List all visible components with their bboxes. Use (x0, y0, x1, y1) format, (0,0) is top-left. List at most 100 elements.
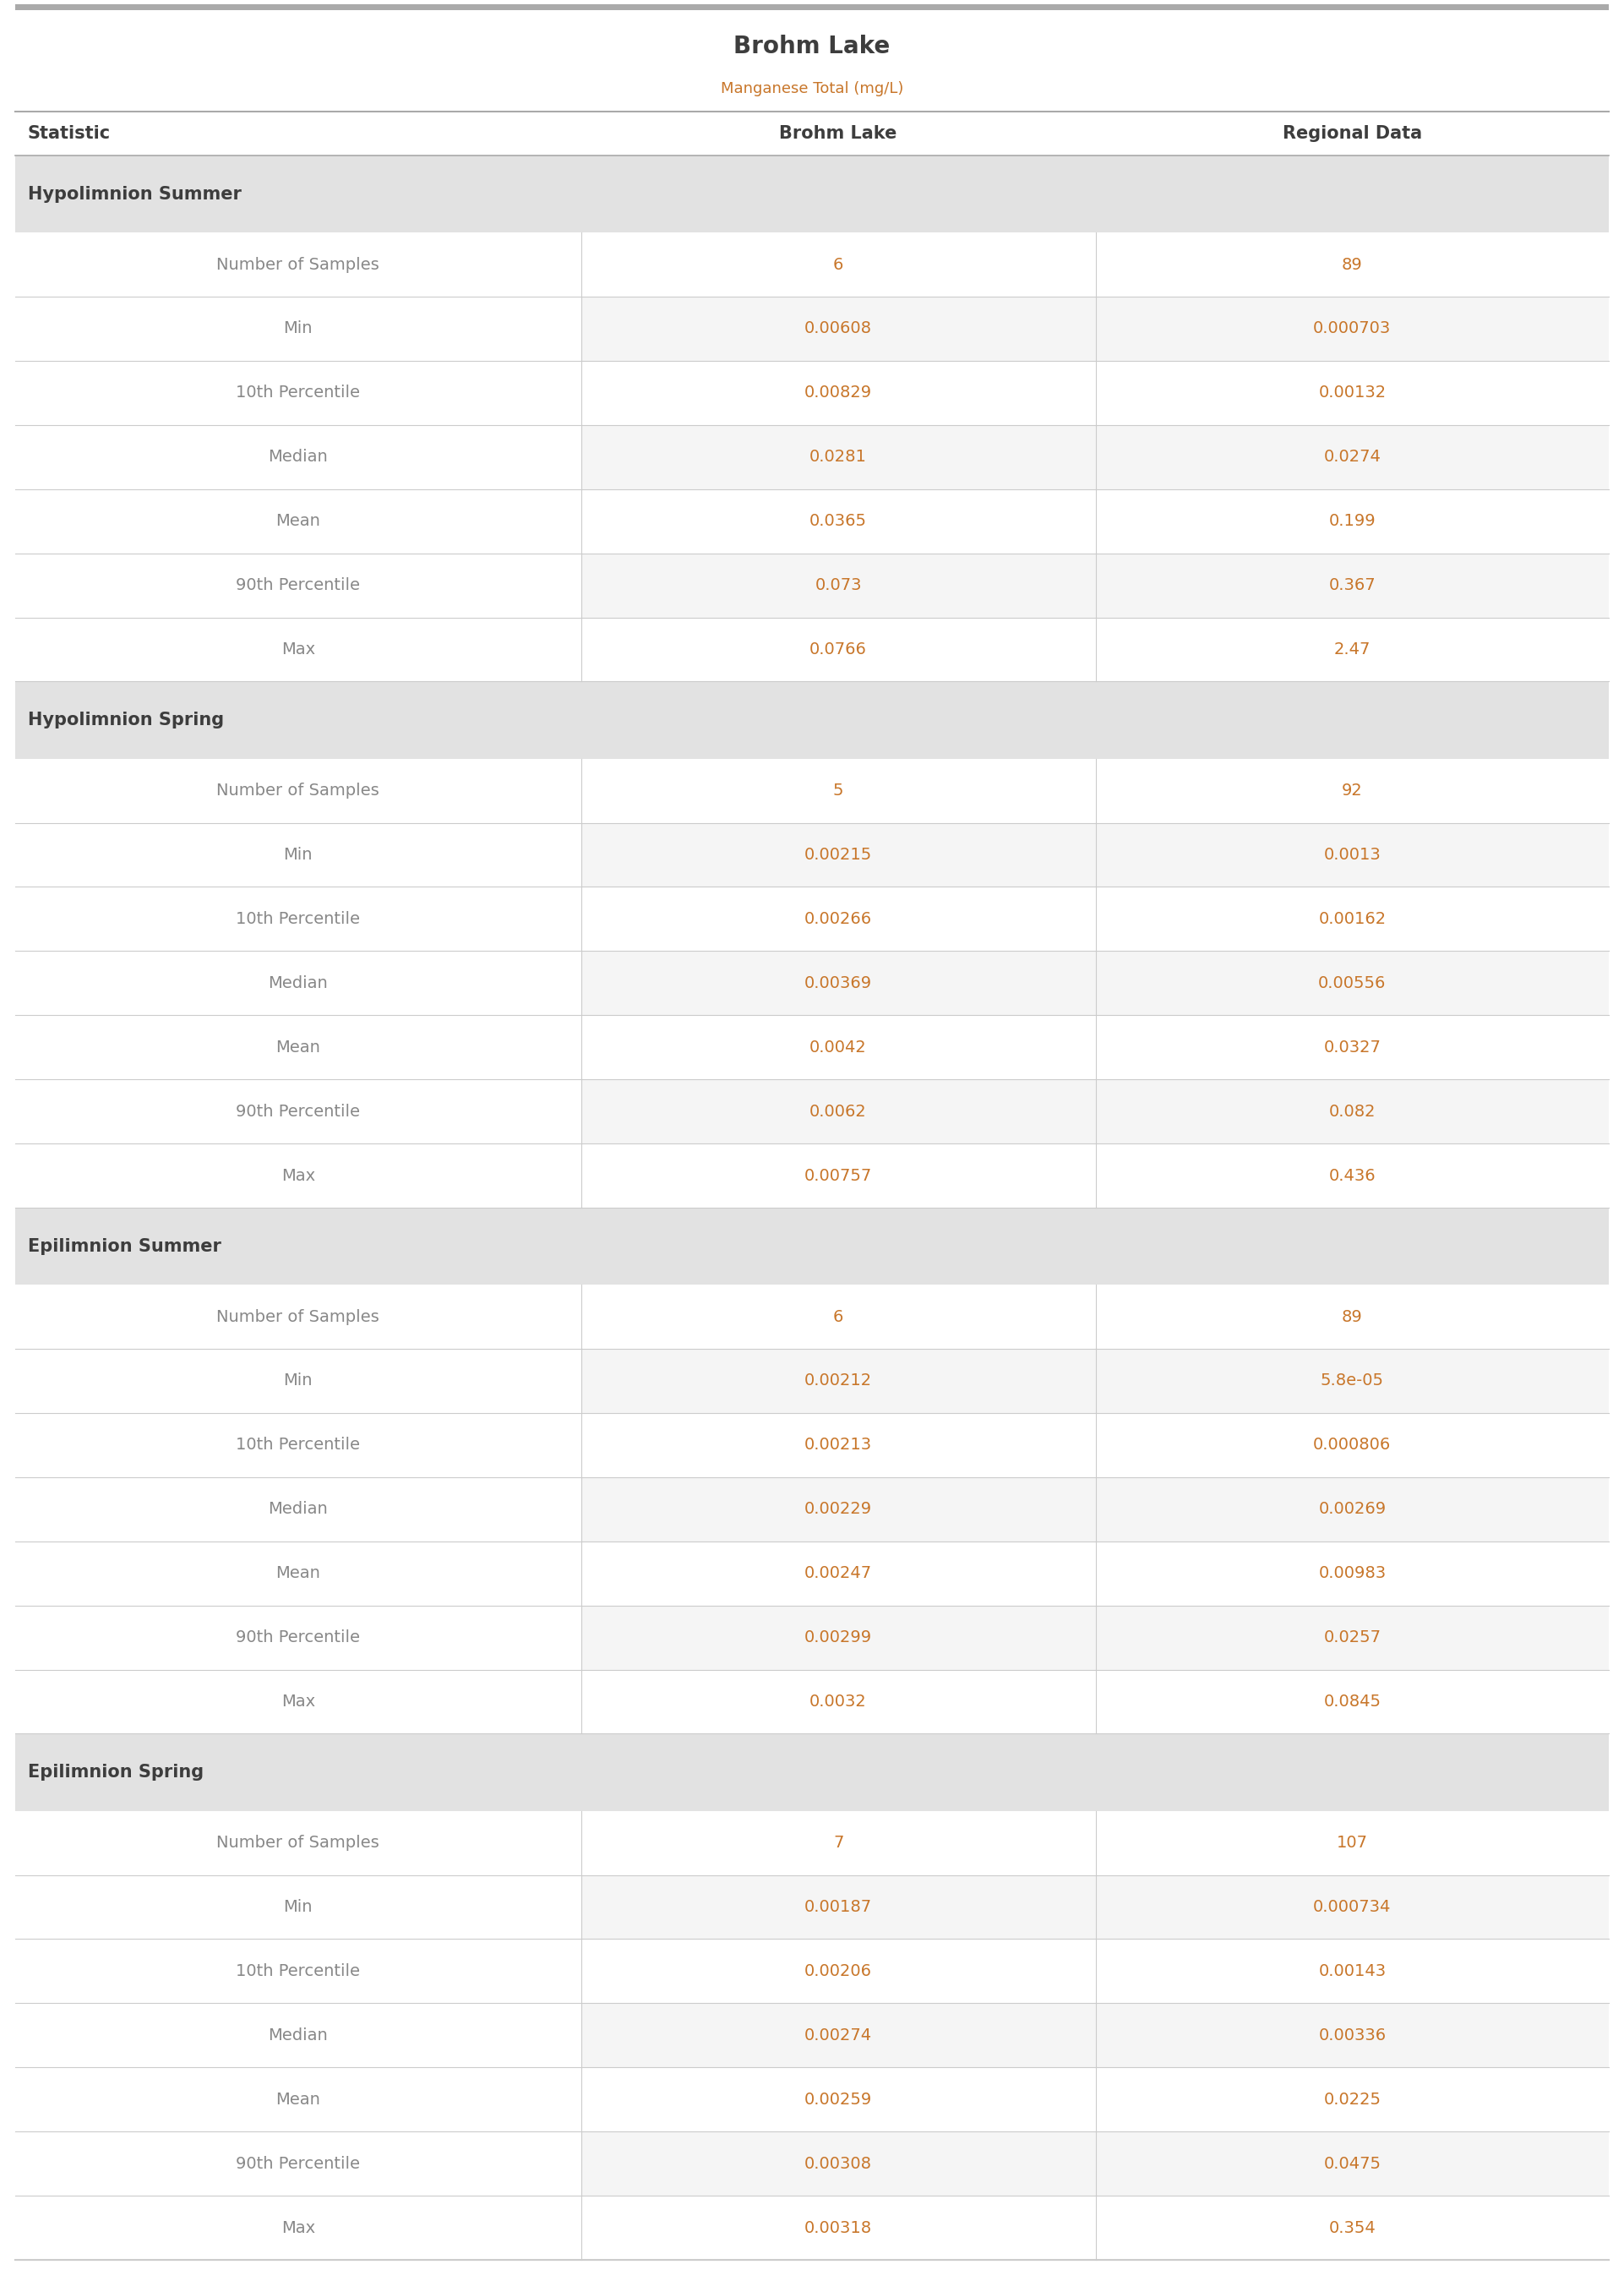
Text: 5: 5 (833, 783, 843, 799)
Text: 0.00212: 0.00212 (804, 1373, 872, 1389)
Text: 0.0032: 0.0032 (810, 1693, 867, 1709)
Text: Statistic: Statistic (28, 125, 110, 143)
Text: 0.0281: 0.0281 (810, 449, 867, 465)
Text: 0.0845: 0.0845 (1324, 1693, 1380, 1709)
Bar (581, 424, 1609, 488)
Text: 0.0365: 0.0365 (810, 513, 867, 529)
Text: 7: 7 (833, 1834, 843, 1850)
Text: 0.00143: 0.00143 (1319, 1964, 1385, 1979)
Text: 0.00556: 0.00556 (1319, 976, 1387, 992)
Text: 0.0274: 0.0274 (1324, 449, 1380, 465)
Text: 0.00269: 0.00269 (1319, 1500, 1385, 1516)
Text: Median: Median (268, 2027, 328, 2043)
Text: 0.00259: 0.00259 (804, 2091, 872, 2107)
Text: Max: Max (281, 642, 315, 658)
Text: 0.0062: 0.0062 (810, 1103, 867, 1119)
Bar (581, 951, 1609, 1015)
Text: 0.00318: 0.00318 (804, 2220, 872, 2236)
Text: 0.00187: 0.00187 (804, 1900, 872, 1916)
Text: 5.8e-05: 5.8e-05 (1320, 1373, 1384, 1389)
Text: Brohm Lake: Brohm Lake (734, 34, 890, 59)
Text: 6: 6 (833, 1310, 843, 1326)
Text: 0.000734: 0.000734 (1314, 1900, 1392, 1916)
Text: 0.00274: 0.00274 (804, 2027, 872, 2043)
Text: 0.00247: 0.00247 (804, 1566, 872, 1582)
Text: Mean: Mean (276, 1040, 320, 1056)
Text: Hypolimnion Summer: Hypolimnion Summer (28, 186, 242, 202)
Text: Number of Samples: Number of Samples (216, 1834, 380, 1850)
Text: Hypolimnion Spring: Hypolimnion Spring (28, 711, 224, 729)
Text: 0.00336: 0.00336 (1319, 2027, 1385, 2043)
Text: 0.00608: 0.00608 (804, 320, 872, 336)
Text: Brohm Lake: Brohm Lake (780, 125, 896, 143)
Text: 90th Percentile: 90th Percentile (235, 577, 361, 592)
Text: Median: Median (268, 1500, 328, 1516)
Text: Epilimnion Summer: Epilimnion Summer (28, 1237, 221, 1255)
Text: Min: Min (284, 1373, 313, 1389)
Text: 0.082: 0.082 (1328, 1103, 1376, 1119)
Text: 0.354: 0.354 (1328, 2220, 1376, 2236)
Text: 107: 107 (1337, 1834, 1367, 1850)
Text: 0.00757: 0.00757 (804, 1167, 872, 1183)
Text: 0.000806: 0.000806 (1314, 1437, 1392, 1453)
Text: 0.0042: 0.0042 (810, 1040, 867, 1056)
Text: Max: Max (281, 2220, 315, 2236)
Text: 0.00215: 0.00215 (804, 847, 872, 863)
Text: 0.00829: 0.00829 (804, 386, 872, 402)
Text: 0.00369: 0.00369 (804, 976, 872, 992)
Text: 10th Percentile: 10th Percentile (235, 910, 361, 926)
Text: 10th Percentile: 10th Percentile (235, 1964, 361, 1979)
Text: 6: 6 (833, 257, 843, 272)
Text: 0.0013: 0.0013 (1324, 847, 1380, 863)
Text: 89: 89 (1341, 1310, 1363, 1326)
Bar (581, 1478, 1609, 1541)
Bar (15, 157, 1609, 232)
Text: 0.367: 0.367 (1328, 577, 1376, 592)
Text: 0.00229: 0.00229 (804, 1500, 872, 1516)
Text: 0.0327: 0.0327 (1324, 1040, 1380, 1056)
Text: Number of Samples: Number of Samples (216, 257, 380, 272)
Text: 0.0225: 0.0225 (1324, 2091, 1380, 2107)
Bar (581, 1605, 1609, 1671)
Text: 90th Percentile: 90th Percentile (235, 1630, 361, 1646)
Bar (581, 1875, 1609, 1939)
Text: 2.47: 2.47 (1333, 642, 1371, 658)
Bar (581, 1348, 1609, 1412)
Text: 90th Percentile: 90th Percentile (235, 1103, 361, 1119)
Bar (581, 297, 1609, 361)
Bar (581, 2002, 1609, 2068)
Bar (581, 554, 1609, 617)
Text: Min: Min (284, 320, 313, 336)
Text: 10th Percentile: 10th Percentile (235, 1437, 361, 1453)
Bar (581, 2132, 1609, 2195)
Text: 0.436: 0.436 (1328, 1167, 1376, 1183)
Bar (15, 1734, 1609, 1811)
Bar (15, 681, 1609, 758)
Bar (15, 1208, 1609, 1285)
Text: Mean: Mean (276, 1566, 320, 1582)
Text: Number of Samples: Number of Samples (216, 783, 380, 799)
Text: 0.073: 0.073 (815, 577, 862, 592)
Text: Regional Data: Regional Data (1283, 125, 1423, 143)
Text: 0.0766: 0.0766 (810, 642, 867, 658)
Bar (581, 822, 1609, 888)
Text: Min: Min (284, 1900, 313, 1916)
Text: 0.00206: 0.00206 (804, 1964, 872, 1979)
Text: Max: Max (281, 1167, 315, 1183)
Text: 10th Percentile: 10th Percentile (235, 386, 361, 402)
Text: Max: Max (281, 1693, 315, 1709)
Text: 0.000703: 0.000703 (1314, 320, 1392, 336)
Bar (581, 1078, 1609, 1144)
Text: 0.00266: 0.00266 (804, 910, 872, 926)
Text: 92: 92 (1341, 783, 1363, 799)
Text: Median: Median (268, 449, 328, 465)
Text: 0.00213: 0.00213 (804, 1437, 872, 1453)
Text: 0.00308: 0.00308 (804, 2156, 872, 2172)
Text: 0.0257: 0.0257 (1324, 1630, 1380, 1646)
Text: Epilimnion Spring: Epilimnion Spring (28, 1764, 203, 1780)
Text: Mean: Mean (276, 513, 320, 529)
Text: 89: 89 (1341, 257, 1363, 272)
Text: 0.00132: 0.00132 (1319, 386, 1385, 402)
Text: Median: Median (268, 976, 328, 992)
Text: Mean: Mean (276, 2091, 320, 2107)
